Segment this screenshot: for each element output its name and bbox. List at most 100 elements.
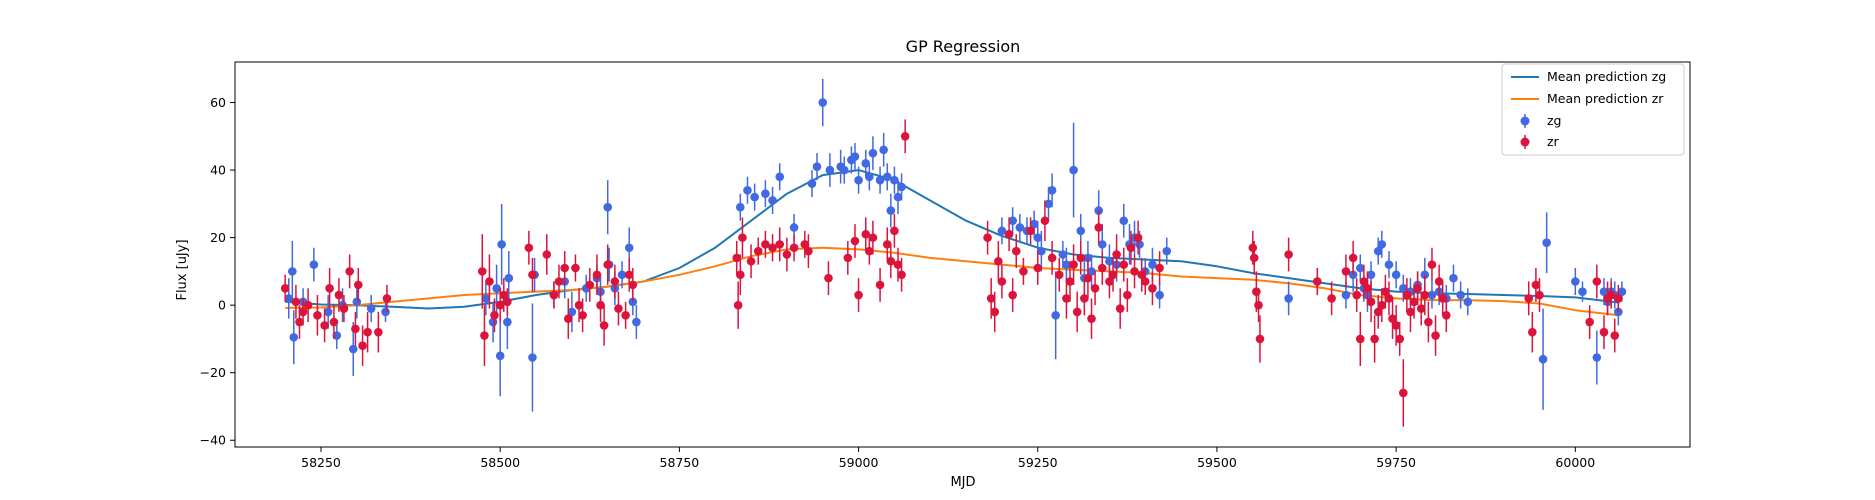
y-tick-label: 0	[218, 298, 226, 313]
x-tick-label: 58750	[660, 455, 700, 470]
data-point-zr	[1126, 230, 1136, 265]
data-point-zg	[736, 193, 745, 221]
data-point-zr	[1610, 318, 1620, 353]
data-point-zg	[1155, 281, 1164, 309]
data-point-zr	[334, 278, 344, 312]
data-point-zr	[1355, 311, 1365, 366]
data-point-zr	[1312, 268, 1322, 296]
data-point-zr	[1047, 240, 1057, 275]
data-point-zr	[329, 305, 339, 339]
axes-frame	[234, 61, 1691, 448]
y-tick-label: 40	[210, 163, 226, 178]
data-point-zg	[768, 186, 777, 214]
data-point-zr	[736, 254, 745, 296]
data-point-zr	[303, 288, 313, 323]
data-point-zr	[1254, 288, 1263, 323]
y-tick-label: −40	[200, 433, 226, 448]
legend: Mean prediction zg Mean prediction zr zg…	[1501, 63, 1685, 156]
data-point-zr	[761, 230, 770, 258]
data-point-zr	[775, 227, 785, 262]
data-point-zg	[1069, 122, 1078, 218]
data-point-zr	[358, 325, 367, 366]
data-point-zr	[524, 230, 534, 265]
data-point-zg	[284, 278, 294, 319]
data-point-zr	[1072, 291, 1082, 333]
data-point-zr	[1026, 217, 1035, 245]
y-tick-label: 60	[210, 95, 226, 110]
data-point-zr	[298, 298, 308, 326]
data-point-zg	[761, 180, 770, 208]
data-point-zr	[900, 119, 910, 154]
y-axis-label: Flux [uJy]	[175, 239, 190, 300]
data-point-zr	[789, 234, 799, 262]
x-tick-label: 59000	[839, 455, 879, 470]
data-point-zr	[804, 234, 813, 269]
data-point-zr	[549, 281, 559, 309]
data-point-zg	[1355, 254, 1365, 282]
data-point-zg	[1047, 173, 1057, 208]
data-point-zr	[733, 281, 743, 329]
data-point-zg	[886, 193, 896, 228]
data-point-zr	[1019, 257, 1028, 285]
data-point-zr	[1442, 298, 1451, 333]
data-point-zr	[1420, 274, 1430, 316]
data-point-zg	[1542, 212, 1551, 274]
data-point-zg	[603, 180, 613, 235]
x-tick-label: 60000	[1555, 455, 1595, 470]
data-point-zg	[1087, 254, 1096, 289]
data-point-zr	[1090, 271, 1100, 306]
data-point-zg	[504, 251, 514, 306]
data-point-zr	[1348, 240, 1358, 275]
data-point-zr	[1255, 315, 1265, 363]
data-point-zr	[1524, 281, 1534, 316]
data-point-zr	[528, 257, 537, 292]
data-point-zr	[480, 305, 489, 366]
data-point-zg	[875, 166, 885, 194]
data-point-zr	[843, 240, 853, 275]
data-point-zg	[1384, 251, 1394, 279]
data-point-zr	[1140, 268, 1150, 296]
data-point-zr	[477, 234, 487, 309]
data-point-zg	[617, 261, 627, 289]
data-point-zr	[339, 295, 349, 323]
data-point-zr	[1115, 288, 1125, 329]
data-point-zr	[875, 268, 885, 302]
data-point-zr	[571, 254, 580, 282]
data-point-zr	[738, 217, 747, 258]
data-point-zr	[610, 264, 620, 299]
data-point-zr	[1424, 301, 1433, 343]
data-point-zr	[320, 308, 329, 343]
data-point-zr	[1395, 322, 1405, 356]
data-point-zr	[596, 288, 605, 323]
data-point-zr	[542, 234, 552, 275]
data-point-zr	[1388, 298, 1397, 339]
legend-swatch-zg-points	[1520, 114, 1530, 128]
data-point-zr	[882, 227, 892, 262]
data-point-zr	[1069, 244, 1078, 285]
data-point-zr	[1406, 291, 1415, 333]
chart-title: GP Regression	[906, 37, 1021, 56]
data-point-zr	[890, 213, 899, 248]
data-point-zr	[1065, 261, 1075, 302]
data-point-zr	[768, 234, 777, 262]
data-point-zg	[1119, 203, 1129, 238]
data-point-zr	[1438, 281, 1448, 316]
data-point-zg	[997, 217, 1007, 245]
data-point-zr	[563, 298, 573, 339]
data-point-zr	[1341, 254, 1351, 289]
data-point-zr	[585, 268, 595, 302]
data-point-zr	[1381, 274, 1390, 309]
data-point-zr	[374, 311, 383, 353]
legend-label-zr-line: Mean prediction zr	[1547, 91, 1664, 106]
data-point-zr	[560, 251, 570, 285]
data-point-zg	[1427, 281, 1437, 309]
data-point-zr	[886, 244, 896, 279]
data-point-zr	[313, 295, 322, 336]
data-point-zg	[839, 156, 849, 184]
x-tick-label: 59750	[1376, 455, 1416, 470]
data-point-zg	[1391, 261, 1401, 289]
data-point-zr	[1352, 278, 1362, 312]
data-point-zr	[1606, 281, 1616, 309]
data-point-zg	[1377, 230, 1387, 258]
data-point-zr	[1402, 278, 1412, 312]
